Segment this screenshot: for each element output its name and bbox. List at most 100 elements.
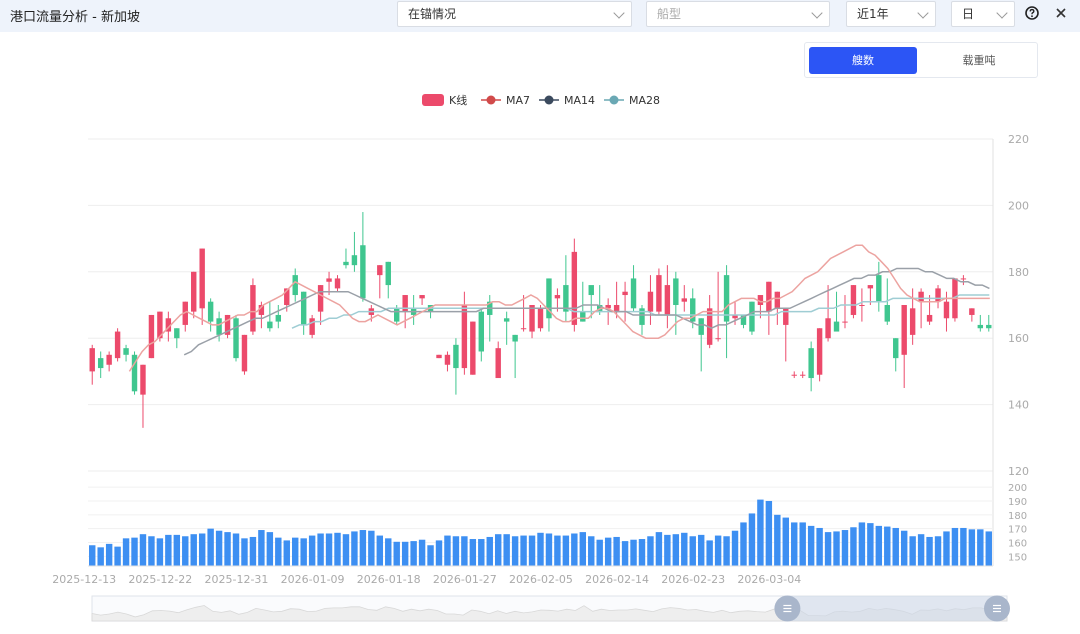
candle-body (165, 318, 172, 332)
zoom-handle-end (984, 595, 1010, 622)
candle-body (97, 358, 104, 369)
volume-bar (799, 522, 806, 566)
legend-label-ma7: MA7 (506, 94, 530, 107)
volume-bar (511, 536, 519, 566)
volume-bar (892, 527, 899, 566)
volume-bar (604, 537, 612, 566)
candle-body (622, 291, 628, 296)
candle-body (833, 321, 840, 332)
volume-bar (647, 536, 654, 566)
candle-body (749, 301, 755, 332)
volume-bar (469, 539, 477, 566)
question-circle-icon[interactable] (1025, 6, 1039, 20)
granularity-select[interactable]: 日 (951, 1, 1015, 27)
volume-bar (173, 534, 181, 566)
close-icon[interactable] (1054, 6, 1068, 20)
volume-bar (875, 525, 883, 566)
candle-body (284, 288, 290, 305)
data-zoom-slider (91, 595, 1010, 622)
volume-bar (960, 527, 967, 566)
volume-bar (807, 525, 815, 566)
candle-body (503, 318, 510, 322)
candle-body (529, 305, 535, 332)
volume-bar (89, 545, 96, 566)
volume-bar (376, 535, 384, 566)
candle-body (706, 308, 713, 345)
legend-label-kline: K线 (449, 93, 467, 107)
x-tick-label: 2025-12-22 (128, 573, 192, 586)
ship-type-select[interactable]: 船型 (646, 1, 830, 27)
volume-bar (131, 537, 138, 566)
candle-body (943, 301, 950, 319)
zoom-preview-area (91, 605, 1008, 622)
candle-body (461, 305, 468, 369)
candle-body (808, 348, 814, 379)
volume-bar (224, 532, 231, 566)
tonnage-toggle-button[interactable]: 载重吨 (962, 54, 996, 67)
candle-body (334, 278, 341, 289)
candle-body (656, 275, 662, 312)
volume-bar (520, 535, 527, 566)
x-tick-label: 2026-01-18 (357, 573, 421, 586)
granularity-select-value: 日 (962, 7, 975, 21)
candle-body (351, 255, 358, 266)
legend-swatch-kline (422, 94, 444, 106)
candle-body (859, 305, 865, 306)
volume-bar (385, 538, 392, 566)
candle-body (977, 324, 984, 329)
volume-bar (782, 517, 789, 566)
candle-body (174, 328, 180, 339)
moving-average-lines (128, 244, 990, 372)
candle-body (842, 321, 848, 323)
period-select[interactable]: 近1年 (846, 1, 936, 27)
candle-body (774, 291, 781, 309)
candle-body (292, 275, 298, 296)
volume-bar (97, 547, 104, 566)
candle-body (275, 314, 282, 322)
chart-grid (88, 138, 994, 566)
legend-label-ma28: MA28 (629, 94, 660, 107)
y-tick-label: 160 (1008, 332, 1029, 345)
candle-body (394, 308, 400, 322)
candle-body (157, 311, 163, 339)
x-tick-label: 2025-12-13 (52, 573, 116, 586)
volume-bar (723, 536, 730, 566)
candle-body (664, 285, 671, 315)
volume-bar (182, 536, 189, 566)
volume-bar (139, 534, 147, 566)
volume-bar (503, 534, 510, 566)
candle-body (436, 354, 442, 359)
candle-body (182, 301, 188, 325)
candle-body (487, 301, 493, 315)
candle-body (453, 344, 459, 369)
header-bar: 港口流量分析 - 新加坡 在锚情况 船型 近1年 日 (0, 0, 1080, 32)
volume-bar (816, 527, 823, 566)
volume-bar (122, 538, 130, 566)
volume-bar (621, 541, 629, 566)
count-toggle-button[interactable]: 艘数 (809, 47, 917, 74)
candle-body (901, 305, 907, 355)
volume-bar (697, 534, 705, 566)
status-select-value: 在锚情况 (408, 7, 457, 21)
volume-bar (545, 533, 553, 566)
candle-body (766, 281, 772, 312)
volume-bar (266, 532, 274, 566)
status-select[interactable]: 在锚情况 (397, 1, 632, 27)
volume-bar (833, 531, 840, 566)
candle-body (402, 295, 408, 312)
zoom-handle-start (774, 595, 801, 622)
candle-body (377, 265, 383, 276)
candle-body (893, 338, 899, 359)
candle-body (123, 348, 129, 355)
volume-bar (486, 536, 493, 566)
candle-body (630, 278, 637, 309)
volume-bar (105, 543, 113, 566)
volume-bar (748, 513, 756, 566)
candlesticks (89, 212, 992, 428)
candle-body (410, 308, 417, 315)
candle-body (360, 245, 366, 299)
chevron-down-icon (996, 7, 1008, 19)
volume-bar (824, 532, 832, 566)
volume-bar (478, 539, 485, 566)
candle-body (690, 298, 696, 322)
